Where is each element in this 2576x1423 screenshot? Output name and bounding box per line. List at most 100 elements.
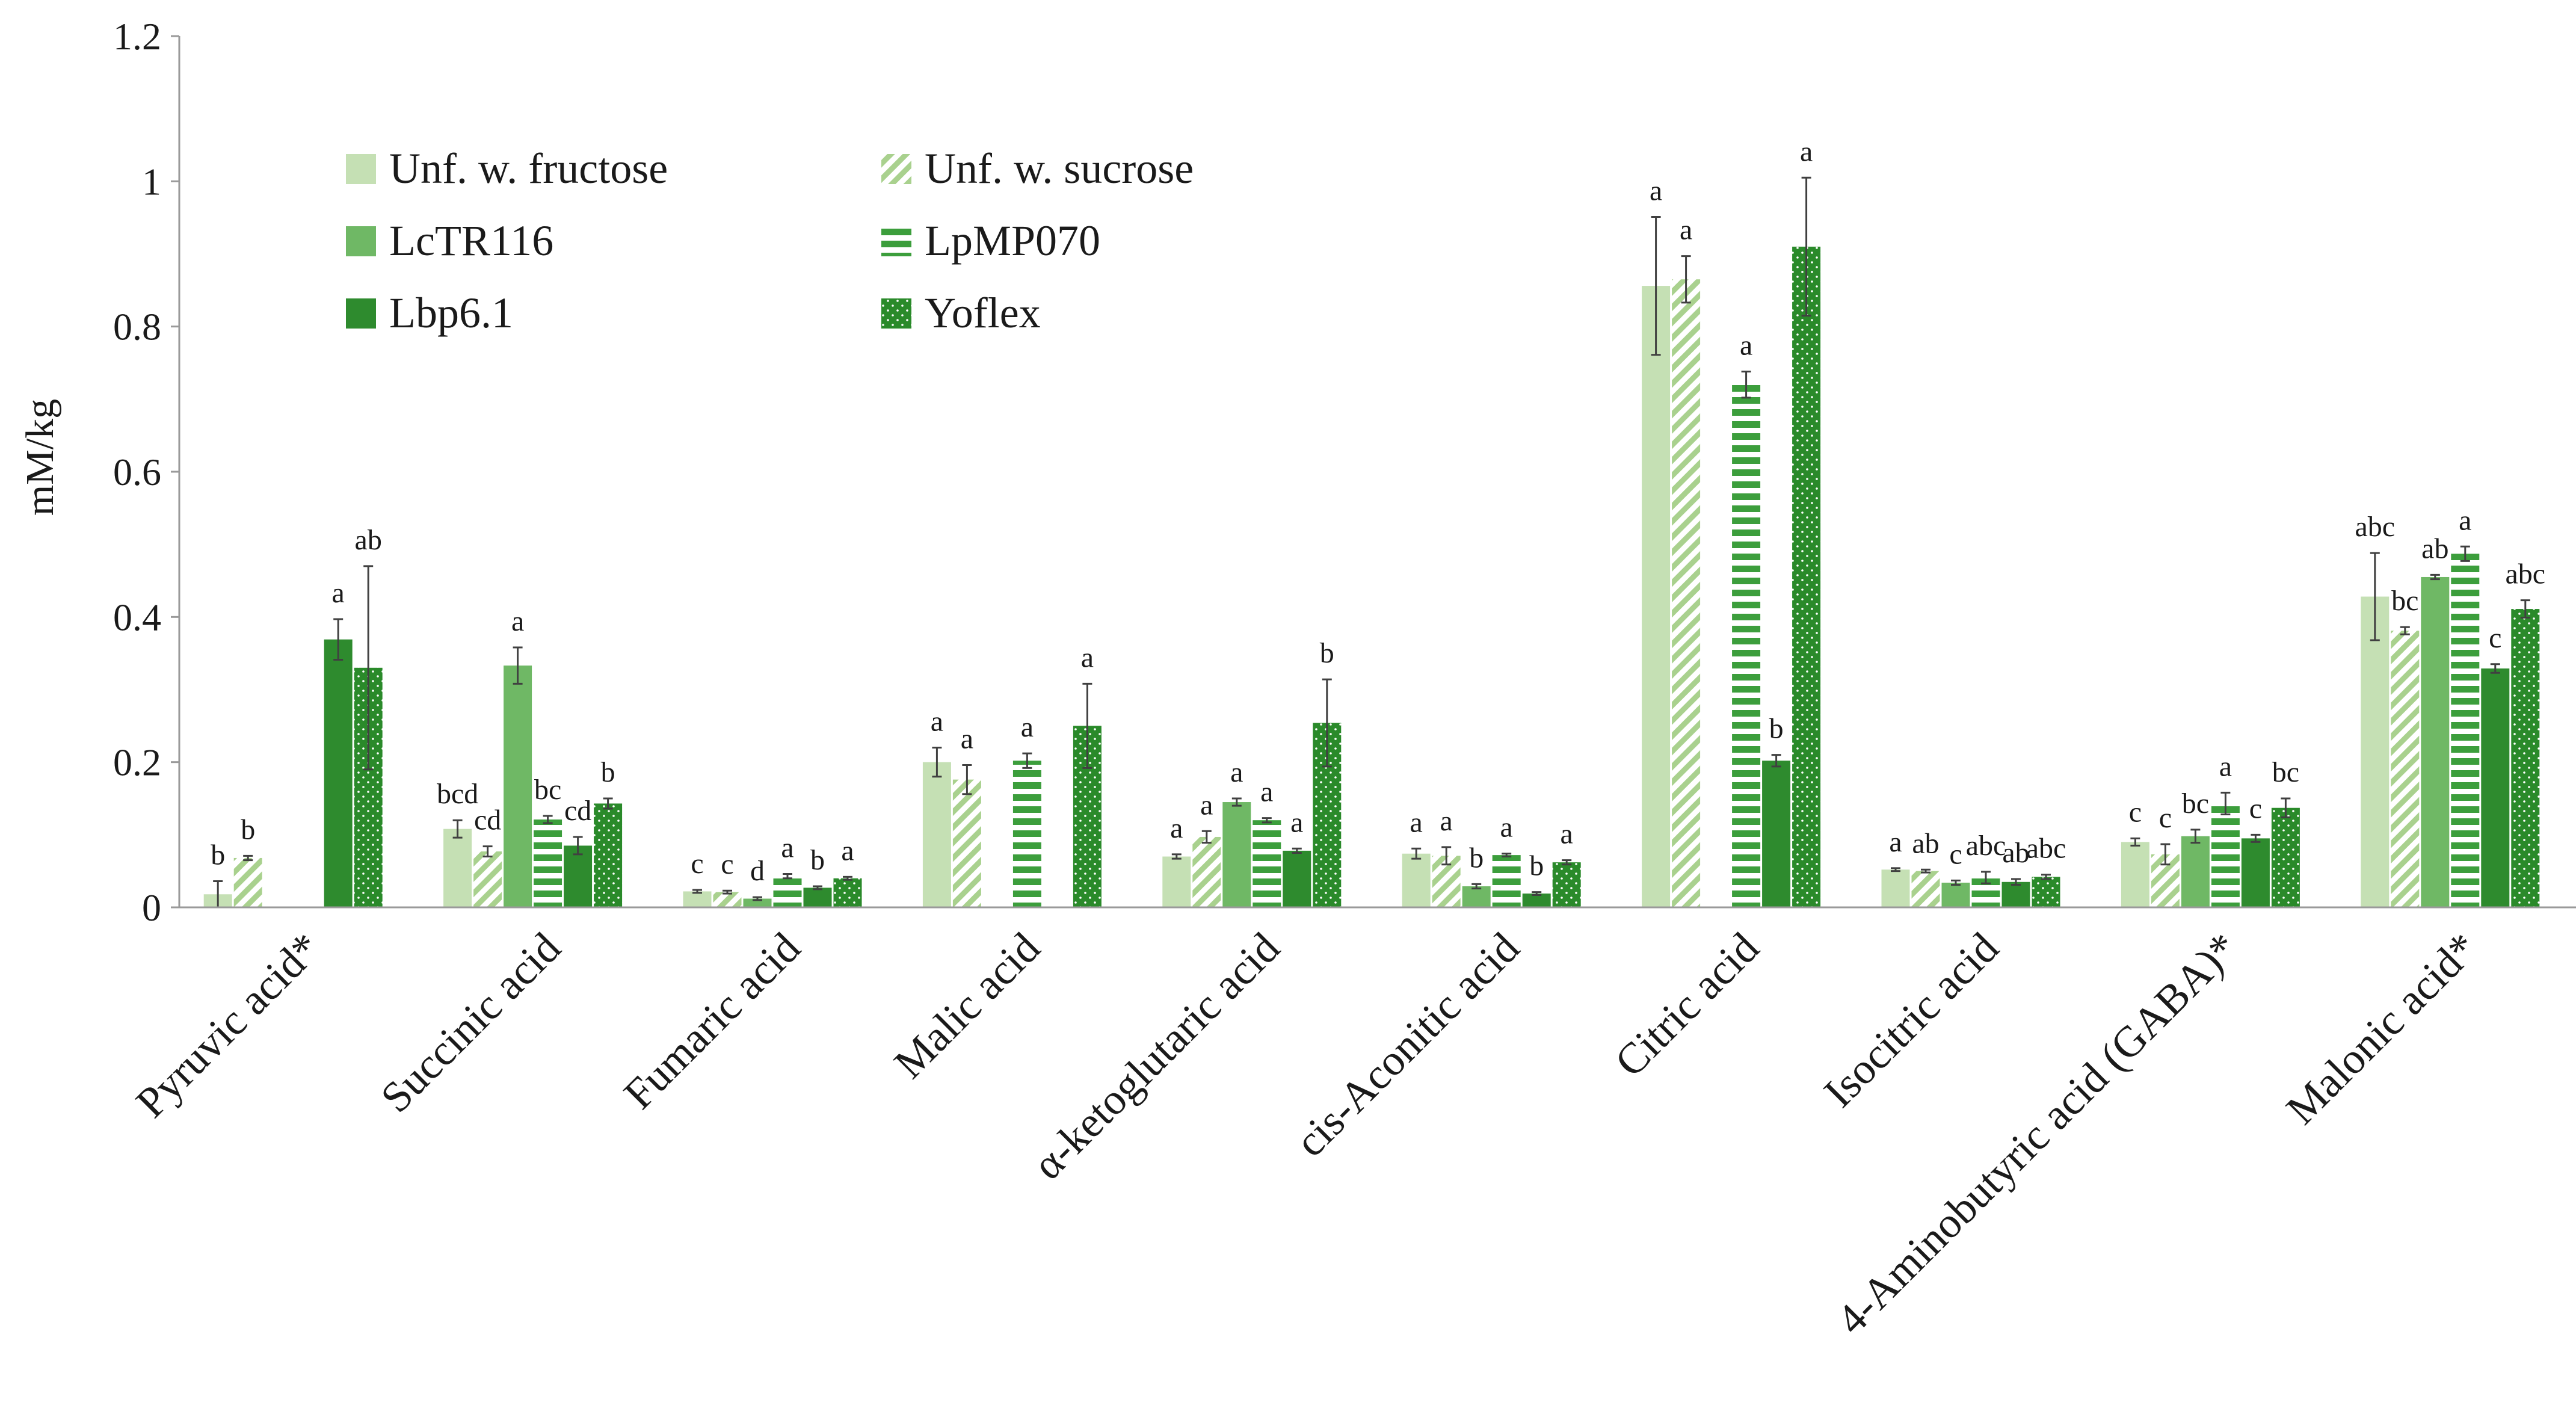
significance-letter: abc [2355, 511, 2395, 543]
bar [1911, 871, 1940, 907]
error-bars [213, 176, 2530, 909]
significance-letter: abc [2505, 558, 2545, 590]
significance-letter: ab [1912, 827, 1939, 859]
significance-letter: a [2219, 750, 2232, 782]
significance-letter: b [810, 844, 825, 876]
significance-letter: ab [2421, 532, 2448, 564]
legend-label: Lbp6.1 [389, 289, 513, 337]
significance-letter: a [332, 577, 345, 609]
significance-letter: a [961, 723, 973, 755]
legend-swatch [346, 226, 376, 256]
bar [324, 639, 353, 907]
significance-letter: a [1230, 756, 1243, 788]
significance-letter: c [2159, 802, 2172, 834]
significance-letter: a [841, 835, 854, 866]
significance-letter: a [1410, 806, 1423, 838]
bar [833, 878, 862, 907]
significance-letter: c [691, 848, 703, 880]
bar [1792, 246, 1821, 907]
significance-letter: a [1800, 135, 1813, 167]
significance-letter: a [1081, 641, 1094, 673]
significance-letter: a [1650, 174, 1662, 206]
significance-letter: abc [2026, 833, 2066, 865]
bar [743, 898, 772, 907]
legend: Unf. w. fructose Unf. w. sucrose LcTR116 Lp… [346, 144, 1194, 337]
significance-letter: b [601, 756, 615, 788]
significance-letter: b [211, 839, 225, 871]
category-label: 4-Aminobutyric acid (GABA)* [1827, 924, 2247, 1344]
bar [2511, 609, 2540, 907]
bar [473, 851, 502, 907]
legend-swatch [881, 226, 911, 256]
bar [2001, 881, 2030, 907]
legend-swatch [881, 298, 911, 329]
significance-letter: a [2459, 504, 2471, 536]
bar [952, 779, 981, 907]
significance-letter: c [2129, 796, 2142, 828]
significance-letter: b [241, 813, 255, 845]
significance-letter: a [511, 605, 524, 637]
significance-letter: bcd [437, 778, 478, 810]
bar [1162, 856, 1191, 907]
legend-swatch [881, 154, 911, 184]
bar [1642, 286, 1671, 908]
bar [1253, 820, 1281, 907]
significance-letter: bc [2182, 788, 2209, 820]
category-label: Succinic acid [372, 924, 570, 1122]
legend-label: Unf. w. sucrose [925, 144, 1194, 193]
y-tick-label: 0.4 [113, 596, 161, 638]
y-tick-label: 0 [142, 886, 161, 929]
bar [1552, 862, 1581, 907]
significance-letter: c [2489, 622, 2501, 654]
significance-letter: abc [1966, 830, 2006, 862]
bar [504, 665, 532, 907]
axes [178, 36, 2576, 909]
bar [2271, 807, 2300, 907]
significance-letter: a [1500, 812, 1513, 844]
bar [2121, 842, 2149, 907]
bar [1941, 882, 1970, 907]
bar [713, 892, 742, 907]
category-labels: Pyruvic acid* Succinic acid Fumaric acid Ma… [127, 924, 2488, 1344]
significance-letter: a [1200, 789, 1213, 821]
significance-letter: ab [355, 524, 382, 556]
category-label: Pyruvic acid* [127, 924, 330, 1127]
bar [683, 891, 712, 907]
significance-letter: bc [2391, 585, 2418, 617]
significance-letter: a [1260, 776, 1273, 808]
bar [534, 819, 562, 907]
significance-letter: a [1740, 329, 1752, 361]
significance-letter: cd [474, 804, 501, 836]
legend-label: LcTR116 [389, 217, 553, 265]
significance-letter: a [1889, 826, 1902, 858]
significance-letter: b [1320, 637, 1334, 669]
significance-letter: c [2249, 792, 2262, 824]
category-label: Citric acid [1606, 924, 1768, 1086]
bar [594, 803, 623, 907]
significance-letter: a [781, 832, 793, 863]
category-label: α-ketoglutaric acid [1023, 924, 1289, 1189]
legend-label: LpMP070 [925, 217, 1100, 265]
legend-label: Yoflex [925, 289, 1041, 337]
bar [233, 857, 262, 907]
bar [1522, 894, 1551, 907]
bar [1222, 802, 1251, 907]
significance-letter: cd [564, 795, 591, 827]
significance-letter: b [1469, 842, 1484, 874]
bars [203, 246, 2540, 908]
category-label: Fumaric acid [615, 924, 810, 1119]
significance-letter: bc [2272, 756, 2299, 788]
bar [2032, 877, 2060, 907]
category-label: cis-Aconitic acid [1286, 924, 1529, 1166]
significance-letter: a [1021, 711, 1034, 743]
category-label: Malonic acid* [2277, 924, 2487, 1134]
y-axis-ticks: 0 0.2 0.4 0.6 0.8 1 1.2 [113, 15, 179, 929]
bar [2361, 596, 2390, 907]
bar [2451, 554, 2480, 907]
bar [1283, 850, 1311, 907]
category-label: Malic acid [885, 924, 1049, 1088]
bar [1732, 384, 1761, 907]
significance-letter: d [750, 855, 765, 887]
